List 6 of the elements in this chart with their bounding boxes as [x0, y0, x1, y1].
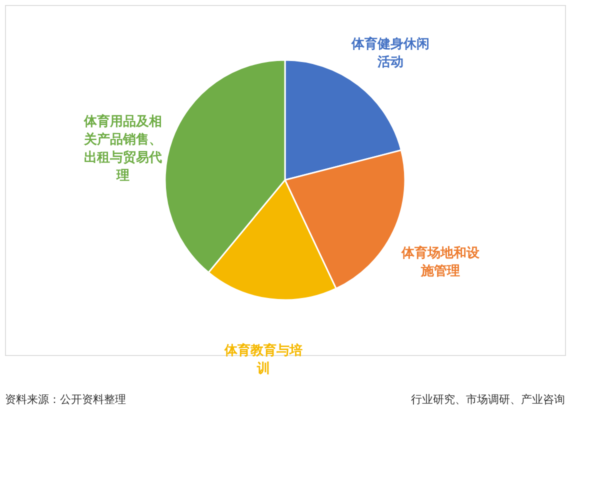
slice-label: 体育场地和设施管理	[400, 245, 481, 280]
slice-label: 体育教育与培训	[223, 342, 302, 377]
slice-label: 体育健身休闲活动	[350, 36, 430, 70]
slice-label: 体育用品及相关产品销售、出租与贸易代理	[83, 114, 162, 184]
text: 行业研究、市场调研、产业咨询	[411, 393, 565, 406]
text: 资料来源：公开资料整理	[5, 393, 126, 406]
